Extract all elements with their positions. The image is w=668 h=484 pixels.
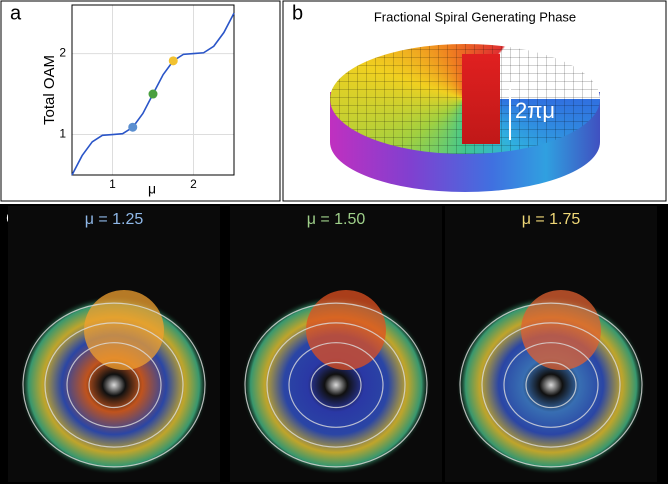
streamline (288, 342, 384, 428)
x-axis-label: μ (148, 181, 156, 197)
streamline (22, 302, 206, 468)
field-lobe (306, 290, 386, 370)
field-lobe (84, 290, 164, 370)
phase-step (462, 54, 500, 144)
y-tick-label: 1 (59, 127, 66, 141)
phase-title: Fractional Spiral Generating Phase (374, 9, 576, 24)
field-lobe (521, 290, 601, 370)
field-label: μ = 1.25 (85, 211, 144, 228)
panel-frame (282, 0, 667, 202)
point (128, 122, 138, 132)
streamline (66, 342, 162, 428)
streamline (503, 342, 599, 428)
streamline (266, 322, 406, 448)
panel-frame (0, 0, 281, 202)
field-label: μ = 1.50 (307, 211, 366, 228)
x-tick-label: 2 (190, 177, 197, 191)
point (148, 89, 158, 99)
streamline (44, 322, 184, 448)
y-tick-label: 2 (59, 46, 66, 60)
field-label: μ = 1.75 (522, 211, 581, 228)
streamline (88, 361, 140, 409)
phase-annotation: 2πμ (515, 98, 555, 123)
streamline (525, 361, 577, 409)
panel-label: a (10, 2, 22, 24)
streamline (244, 302, 428, 468)
y-axis-label: Total OAM (41, 55, 58, 125)
streamline (459, 302, 643, 468)
point (168, 56, 178, 66)
plot-frame (71, 4, 235, 176)
panel-label: b (292, 2, 303, 24)
x-tick-label: 1 (109, 177, 116, 191)
streamline (481, 322, 621, 448)
streamline (310, 361, 362, 409)
